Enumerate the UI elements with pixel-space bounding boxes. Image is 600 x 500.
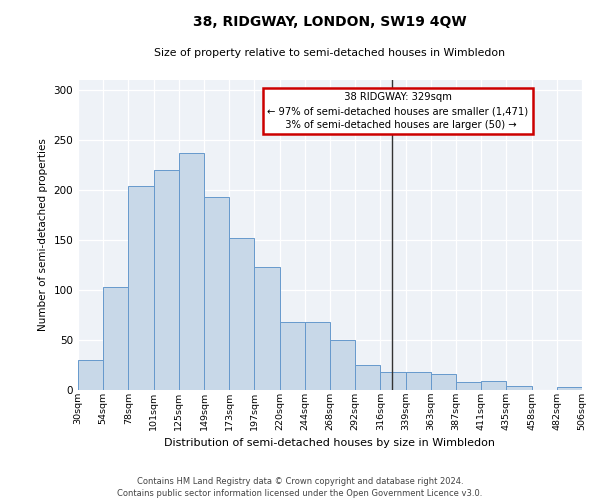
Bar	[204, 197, 229, 390]
Text: Contains HM Land Registry data © Crown copyright and database right 2024.: Contains HM Land Registry data © Crown c…	[137, 478, 463, 486]
Text: 38 RIDGWAY: 329sqm  
← 97% of semi-detached houses are smaller (1,471)
  3% of s: 38 RIDGWAY: 329sqm ← 97% of semi-detache…	[268, 92, 529, 130]
Bar	[481, 381, 506, 390]
Bar	[154, 170, 179, 390]
Bar	[330, 340, 355, 390]
Text: Contains public sector information licensed under the Open Government Licence v3: Contains public sector information licen…	[118, 489, 482, 498]
Bar	[305, 322, 330, 390]
X-axis label: Distribution of semi-detached houses by size in Wimbledon: Distribution of semi-detached houses by …	[164, 438, 496, 448]
Bar	[128, 186, 154, 390]
Bar	[406, 372, 431, 390]
Text: Size of property relative to semi-detached houses in Wimbledon: Size of property relative to semi-detach…	[155, 48, 505, 58]
Bar	[557, 387, 582, 390]
Bar	[431, 374, 456, 390]
Bar	[229, 238, 254, 390]
Bar	[380, 372, 406, 390]
Bar	[506, 386, 532, 390]
Bar	[254, 267, 280, 390]
Bar	[103, 287, 128, 390]
Bar	[179, 153, 204, 390]
Bar	[456, 382, 481, 390]
Bar	[78, 360, 103, 390]
Y-axis label: Number of semi-detached properties: Number of semi-detached properties	[38, 138, 48, 332]
Bar	[355, 365, 380, 390]
Bar	[280, 322, 305, 390]
Text: 38, RIDGWAY, LONDON, SW19 4QW: 38, RIDGWAY, LONDON, SW19 4QW	[193, 15, 467, 29]
